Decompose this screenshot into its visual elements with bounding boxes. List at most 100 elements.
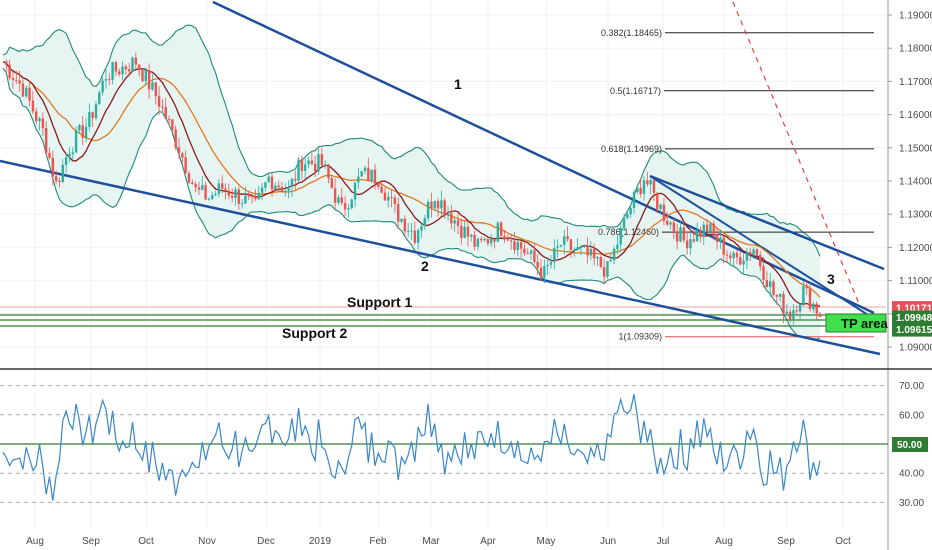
x-tick-label: Oct [138, 536, 154, 547]
x-tick-label: 2019 [309, 536, 332, 547]
candle-body [154, 82, 157, 97]
fibonacci-levels: 0.382(1.18465) 0.5(1.16717) 0.618(1.14969)… [598, 28, 874, 342]
candle-body [553, 247, 556, 263]
candle-body [499, 222, 503, 236]
candle-body [147, 70, 151, 90]
candle-body [91, 112, 94, 119]
candle-body [360, 171, 363, 177]
rsi-tick-label: 70.00 [899, 381, 924, 392]
candle-body [161, 106, 164, 108]
candle-body [622, 217, 626, 229]
candle-body [483, 238, 486, 241]
candle-body [480, 238, 483, 241]
candle-body [343, 202, 347, 210]
fib-label: 0.5(1.16717) [610, 86, 661, 96]
x-tick-label: Mar [422, 536, 440, 547]
price-badge-text: 1.10171 [896, 304, 932, 315]
candle-body [709, 223, 712, 232]
candle-body [108, 79, 111, 81]
candle-body [443, 200, 446, 216]
candle-body [214, 193, 217, 196]
candle-body [353, 182, 357, 200]
candle-body [403, 218, 407, 232]
candle-body [486, 238, 490, 244]
candle-body [164, 107, 167, 119]
candle-body [496, 222, 500, 242]
y-tick-label: 1.14000 [899, 177, 932, 188]
candle-body [28, 87, 31, 101]
candle-body [778, 293, 782, 297]
candle-body [705, 224, 709, 232]
candle-body [543, 266, 546, 278]
y-tick-label: 1.13000 [899, 210, 932, 221]
candle-body [792, 310, 795, 320]
candle-body [712, 223, 715, 234]
candle-body [602, 267, 606, 277]
candle-body [642, 180, 646, 194]
candle-body [151, 82, 154, 90]
candle-body [413, 230, 417, 243]
candle-body [732, 252, 735, 259]
candle-body [227, 190, 231, 196]
candle-body [805, 286, 808, 289]
candle-body [220, 183, 224, 189]
candle-body [695, 230, 699, 242]
candle-body [297, 159, 300, 181]
candle-body [729, 255, 732, 259]
candle-body [64, 157, 68, 165]
candle-body [211, 195, 214, 199]
candle-body [250, 195, 254, 197]
candle-body [782, 293, 785, 314]
y-tick-label: 1.17000 [899, 77, 932, 88]
candle-body [426, 201, 430, 219]
candle-body [662, 204, 666, 221]
candle-body [815, 303, 818, 314]
candle-body [519, 242, 523, 249]
candle-body [410, 230, 413, 232]
candle-body [240, 203, 244, 205]
y-tick-label: 1.18000 [899, 44, 932, 55]
candle-body [672, 222, 676, 232]
candle-body [128, 69, 131, 72]
candle-body [194, 184, 197, 188]
candle-body [772, 281, 775, 295]
rsi-tick-label: 30.00 [899, 498, 924, 509]
candle-body [400, 218, 403, 222]
candle-body [679, 227, 682, 242]
candle-body [15, 79, 18, 81]
candle-body [715, 233, 719, 243]
candle-body [383, 192, 387, 201]
candle-body [204, 185, 207, 200]
trendline-4 [649, 175, 877, 321]
candle-body [277, 185, 280, 188]
candle-body [35, 111, 38, 122]
candle-body [144, 70, 148, 82]
candle-body [762, 266, 765, 281]
candle-body [569, 239, 573, 251]
candle-body [685, 240, 689, 249]
candle-body [460, 225, 463, 238]
candle-body [745, 252, 749, 261]
trendline-3 [649, 174, 885, 271]
price-badge [892, 322, 932, 337]
candle-body [74, 130, 78, 153]
candle-body [573, 249, 576, 251]
candle-body [157, 96, 161, 107]
candle-body [313, 163, 317, 172]
x-tick-label: Dec [257, 536, 275, 547]
candle-body [503, 235, 506, 240]
candle-body [682, 227, 686, 241]
x-tick-label: Aug [715, 536, 733, 547]
candle-body [493, 238, 496, 242]
candle-body [71, 152, 74, 155]
candle-body [722, 237, 725, 255]
candle-body [739, 257, 742, 265]
candle-body [48, 152, 51, 158]
candle-body [582, 245, 586, 247]
candle-body [101, 80, 104, 93]
x-tick-label: Apr [480, 536, 496, 547]
candle-body [167, 118, 171, 120]
candle-body [41, 118, 45, 129]
candle-body [742, 260, 745, 265]
